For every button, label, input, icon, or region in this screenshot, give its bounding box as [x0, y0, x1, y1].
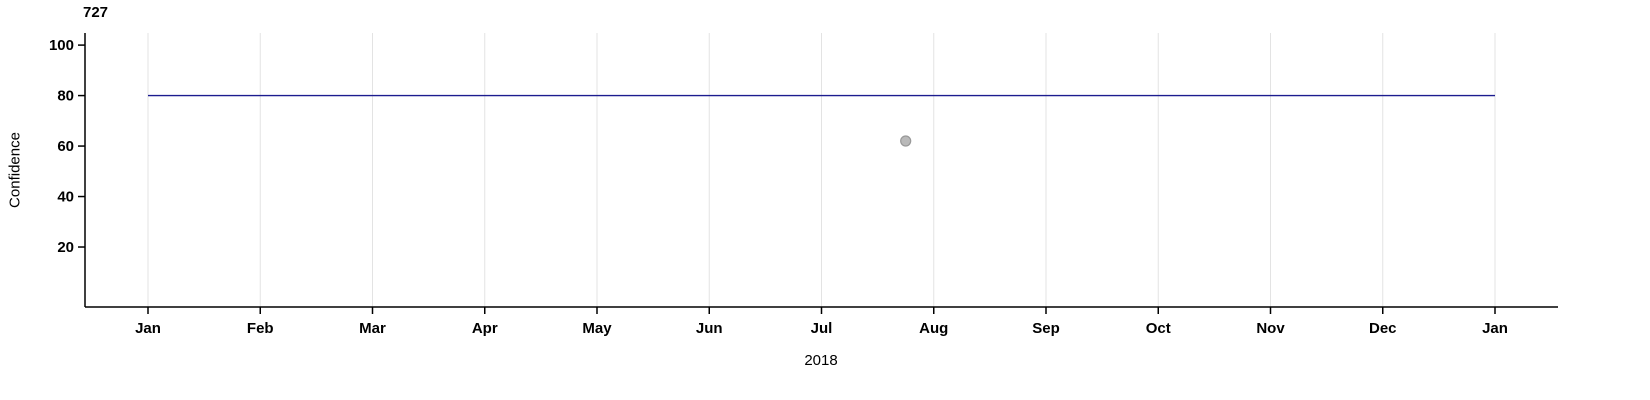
y-tick-label: 80 [57, 88, 74, 105]
x-tick-label: Jun [696, 320, 723, 337]
x-tick-label: Oct [1146, 320, 1171, 337]
x-tick-label: Jan [1482, 320, 1508, 337]
x-tick-label: Sep [1032, 320, 1060, 337]
x-axis-label: 2018 [804, 352, 838, 369]
x-tick-label: Apr [472, 320, 498, 337]
confidence-observation-point [900, 135, 912, 147]
y-tick-label: 60 [57, 138, 74, 155]
chart-title: 727 [83, 4, 109, 21]
x-tick-label: Jul [811, 320, 833, 337]
x-tick-label: Mar [359, 320, 386, 337]
y-tick-label: 100 [49, 37, 74, 54]
x-tick-label: Nov [1256, 320, 1285, 337]
x-tick-label: Aug [919, 320, 948, 337]
y-tick-label: 20 [57, 239, 74, 256]
y-tick-label: 40 [57, 189, 74, 206]
x-tick-label: Dec [1369, 320, 1397, 337]
x-tick-label: Feb [247, 320, 274, 337]
x-tick-label: Jan [135, 320, 161, 337]
x-tick-label: May [582, 320, 612, 337]
